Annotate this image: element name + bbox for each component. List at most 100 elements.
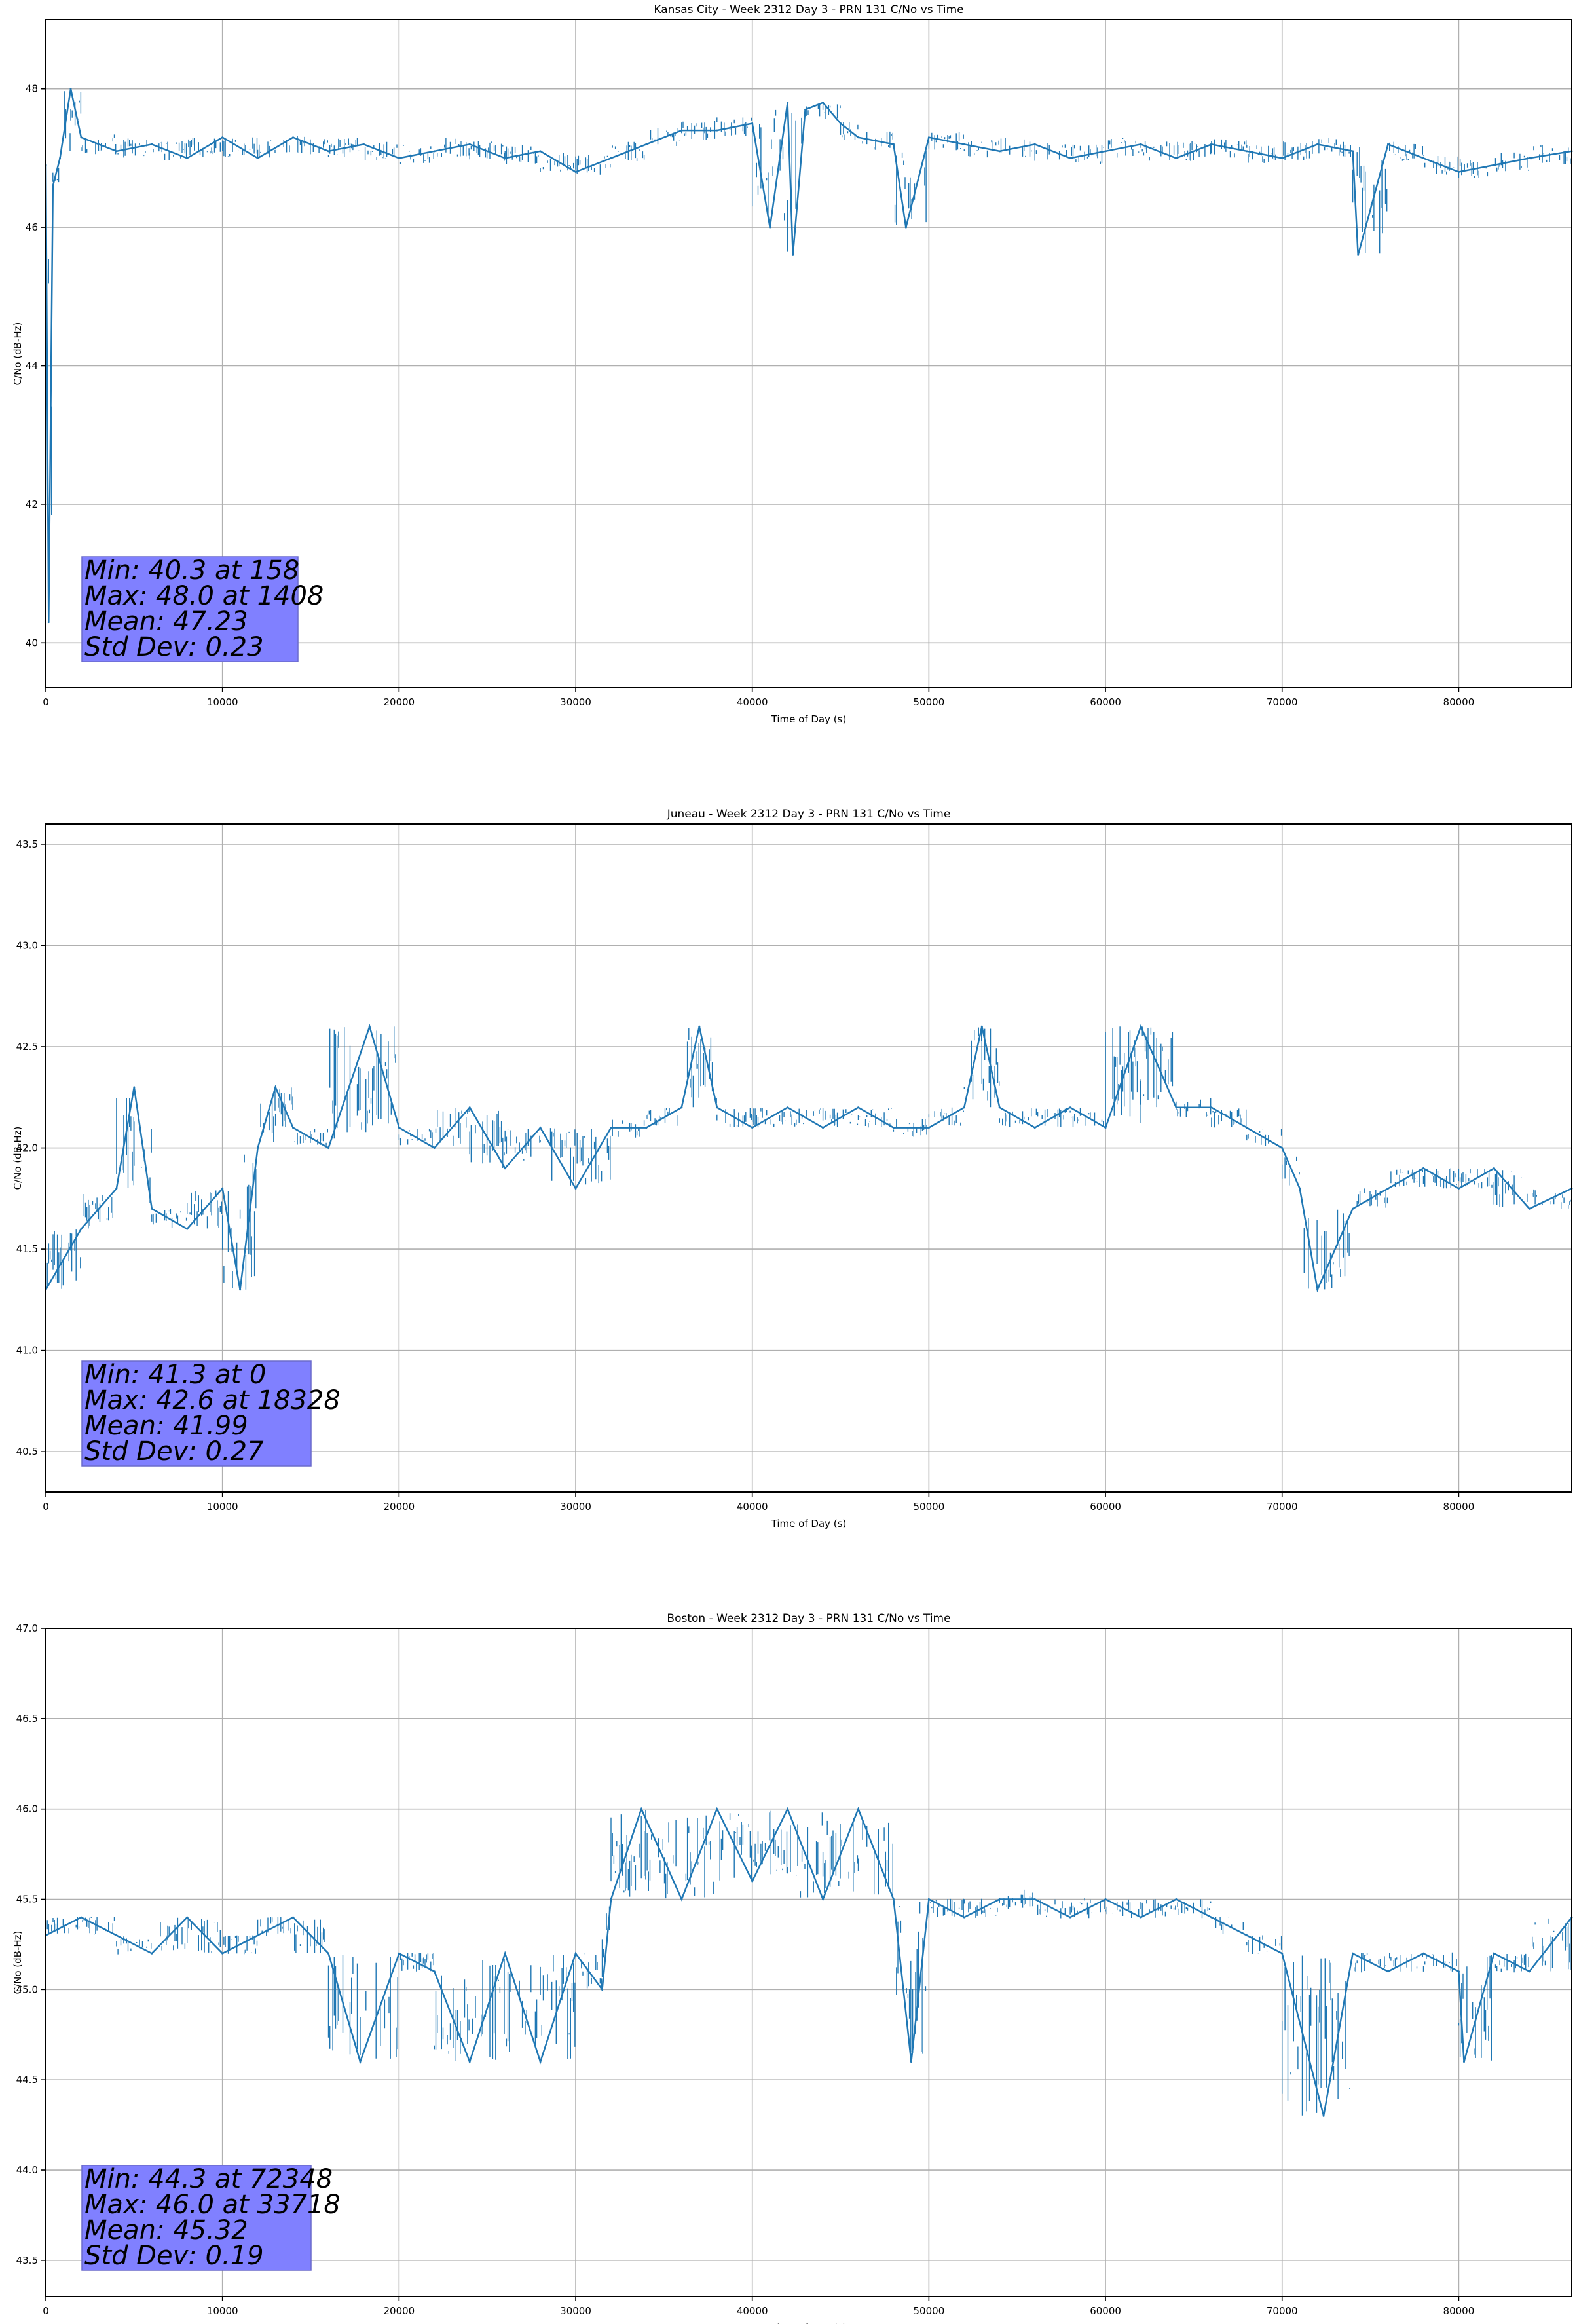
y-tick-label: 41.5 (16, 1243, 38, 1255)
data-point (327, 1147, 329, 1150)
data-point (1104, 1898, 1107, 1901)
data-point (398, 157, 400, 159)
y-axis-label: C/No (dB-Hz) (12, 1127, 24, 1190)
chart-title: Boston - Week 2312 Day 3 - PRN 131 C/No … (667, 1612, 950, 1625)
x-tick-label: 30000 (560, 696, 591, 708)
x-tick-label: 80000 (1443, 2305, 1475, 2317)
x-axis-label: Time of Day (s) (771, 2322, 847, 2324)
data-point (1033, 1898, 1036, 1901)
axes-frame (45, 823, 1572, 1493)
data-point (292, 136, 295, 139)
series-texture-path (45, 91, 1572, 515)
data-point (504, 1952, 506, 1955)
stats-line: Mean: 45.32 (84, 2215, 248, 2245)
data-point (1140, 1025, 1142, 1028)
data-point (963, 143, 965, 145)
series-trace-texture (45, 1810, 1572, 2116)
y-tick-label: 45.5 (16, 1894, 38, 1905)
data-point (1069, 157, 1071, 159)
axes-frame (45, 19, 1572, 688)
data-point (539, 2061, 542, 2063)
data-point (963, 1106, 965, 1109)
stats-line: Max: 46.0 at 33718 (84, 2190, 341, 2220)
data-point (1175, 1106, 1178, 1109)
x-tick-label: 50000 (914, 696, 945, 708)
y-tick-label: 42.5 (16, 1041, 38, 1053)
data-point (680, 1898, 683, 1901)
data-point (1281, 1952, 1284, 1955)
stats-box-background (81, 2165, 312, 2271)
x-tick-label: 10000 (207, 1501, 238, 1512)
data-point (1246, 1934, 1248, 1937)
data-point (857, 1808, 860, 1810)
data-point (1457, 1970, 1460, 1973)
series-trace-texture (45, 91, 1572, 515)
data-point (115, 1934, 118, 1937)
data-point (1387, 1187, 1390, 1190)
axes-frame (45, 1628, 1572, 2297)
data-point (69, 88, 72, 90)
chart-title: Juneau - Week 2312 Day 3 - PRN 131 C/No … (667, 808, 951, 821)
x-tick-label: 0 (43, 2305, 49, 2317)
data-point (857, 1106, 860, 1109)
y-tick-label: 41.0 (16, 1345, 38, 1357)
chart-title: Kansas City - Week 2312 Day 3 - PRN 131 … (654, 3, 963, 16)
data-point (80, 1228, 83, 1230)
data-point (433, 1147, 436, 1150)
stats-box-background (81, 1360, 312, 1467)
data-point (1387, 143, 1390, 145)
data-point (468, 143, 471, 145)
data-point (221, 136, 224, 139)
x-tick-label: 20000 (383, 1501, 415, 1512)
data-point (998, 150, 1001, 153)
data-point (980, 1025, 983, 1028)
data-point (1493, 164, 1495, 166)
data-point (640, 1808, 642, 1810)
data-point (892, 1898, 895, 1901)
data-point (151, 1952, 153, 1955)
chart-panel-1: 0 10000 20000 30000 40000 50000 60000 70000 8000… (12, 3, 1573, 725)
data-point (574, 1187, 577, 1190)
x-tick-label: 50000 (914, 1501, 945, 1512)
data-point (1352, 1952, 1354, 1955)
data-point (221, 1187, 224, 1190)
data-point (186, 1916, 189, 1919)
data-point (133, 1086, 136, 1089)
data-point (1528, 1207, 1531, 1210)
data-point (362, 143, 365, 145)
data-point (1457, 171, 1460, 174)
data-point (680, 1106, 683, 1109)
data-point (1069, 1916, 1071, 1919)
data-point (787, 102, 789, 104)
data-point (1033, 1127, 1036, 1129)
data-point (1210, 1916, 1213, 1919)
data-point (504, 157, 506, 159)
data-point (998, 1898, 1001, 1901)
data-point (1462, 2061, 1465, 2063)
data-point (645, 143, 648, 145)
data-point (840, 122, 842, 125)
x-tick-label: 40000 (737, 1501, 768, 1512)
stats-line: Max: 48.0 at 1408 (84, 581, 324, 611)
x-tick-label: 70000 (1267, 1501, 1298, 1512)
data-point (822, 1127, 825, 1129)
data-point (927, 1898, 930, 1901)
y-tick-label: 43.0 (16, 939, 38, 951)
stats-line: Max: 42.6 at 18328 (84, 1385, 341, 1415)
data-point (80, 1916, 83, 1919)
y-tick-label: 43.5 (16, 2255, 38, 2266)
data-point (359, 2061, 362, 2063)
data-point (716, 1106, 718, 1109)
data-point (910, 2061, 912, 2063)
data-point (239, 1288, 242, 1291)
series-line (45, 1807, 1572, 2116)
y-axis-label: C/No (dB-Hz) (12, 322, 24, 386)
y-tick-label: 46.5 (16, 1713, 38, 1725)
data-point (257, 1934, 259, 1937)
data-point (804, 108, 807, 111)
data-point (257, 157, 259, 159)
data-point (468, 2061, 471, 2063)
data-point (574, 1952, 577, 1955)
x-tick-label: 60000 (1090, 1501, 1121, 1512)
